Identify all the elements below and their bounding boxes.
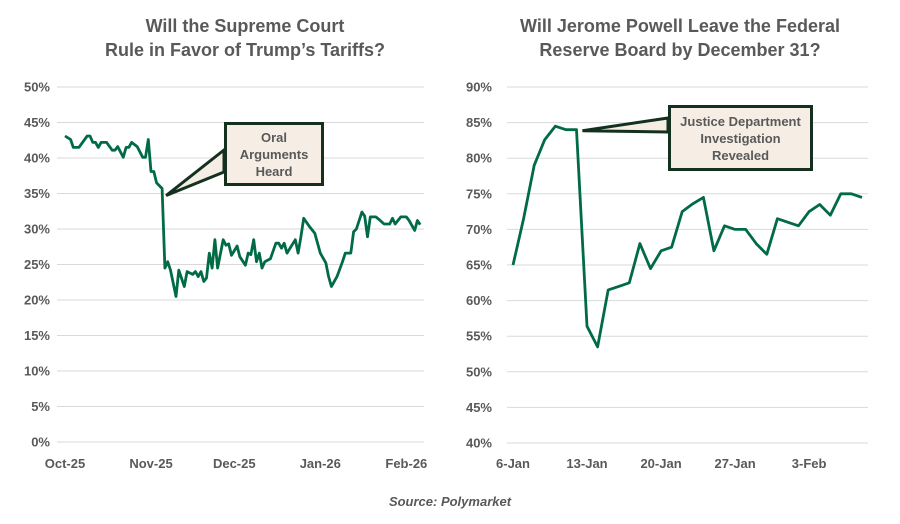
left-x-tick-label: Dec-25	[213, 456, 256, 471]
left-y-tick-label: 5%	[31, 399, 50, 414]
left-title-line-2: Rule in Favor of Trump’s Tariffs?	[104, 40, 386, 60]
left-annotation-line-2: Arguments	[239, 146, 309, 162]
right-series-line	[511, 124, 863, 349]
source-note: Source: Polymarket	[388, 494, 512, 509]
left-y-tick-label: 0%	[31, 435, 50, 450]
right-annotation-callout: Justice Department Investigation Reveale…	[668, 105, 813, 171]
right-y-tick-label: 65%	[466, 258, 492, 273]
right-x-tick-label: 3-Feb	[792, 456, 827, 471]
left-x-tick-label: Jan-26	[300, 456, 341, 471]
left-y-tick-label: 10%	[24, 364, 50, 379]
right-y-tick-label: 40%	[466, 436, 492, 451]
left-y-tick-label: 20%	[24, 293, 50, 308]
left-y-tick-label: 35%	[24, 186, 50, 201]
right-y-tick-label: 90%	[466, 80, 492, 95]
left-annotation-line-1: Oral	[260, 129, 287, 145]
left-y-tick-label: 40%	[24, 151, 50, 166]
right-y-tick-label: 85%	[466, 115, 492, 130]
right-x-tick-label: 27-Jan	[714, 456, 755, 471]
left-x-tick-label: Feb-26	[385, 456, 427, 471]
left-series-line	[64, 134, 422, 298]
left-callout-pointer	[165, 146, 226, 197]
right-y-tick-label: 60%	[466, 293, 492, 308]
left-x-tick-label: Nov-25	[129, 456, 172, 471]
right-y-tick-label: 80%	[466, 151, 492, 166]
left-annotation-callout: Oral Arguments Heard	[224, 122, 324, 186]
right-title-line-1: Will Jerome Powell Leave the Federal	[520, 16, 840, 36]
left-y-tick-label: 50%	[24, 80, 50, 95]
right-x-tick-label: 13-Jan	[566, 456, 607, 471]
right-callout-pointer	[582, 116, 670, 134]
right-x-tick-label: 6-Jan	[496, 456, 530, 471]
left-y-tick-label: 45%	[24, 115, 50, 130]
right-y-tick-label: 50%	[466, 364, 492, 379]
left-title-line-1: Will the Supreme Court	[145, 16, 345, 36]
right-chart-title: Will Jerome Powell Leave the Federal Res…	[460, 14, 900, 62]
right-y-tick-label: 55%	[466, 329, 492, 344]
right-annotation-line-3: Revealed	[711, 147, 770, 163]
left-chart-title: Will the Supreme Court Rule in Favor of …	[30, 14, 460, 62]
right-title-line-2: Reserve Board by December 31?	[539, 40, 821, 60]
left-y-tick-label: 25%	[24, 257, 50, 272]
right-y-tick-label: 75%	[466, 186, 492, 201]
left-y-tick-label: 15%	[24, 328, 50, 343]
right-annotation-line-2: Investigation	[700, 130, 781, 146]
left-y-tick-label: 30%	[24, 222, 50, 237]
right-x-tick-label: 20-Jan	[640, 456, 681, 471]
left-annotation-line-3: Heard	[255, 163, 293, 179]
right-y-tick-label: 45%	[466, 400, 492, 415]
right-y-tick-label: 70%	[466, 222, 492, 237]
left-x-tick-label: Oct-25	[45, 456, 85, 471]
right-annotation-line-1: Justice Department	[680, 113, 801, 129]
